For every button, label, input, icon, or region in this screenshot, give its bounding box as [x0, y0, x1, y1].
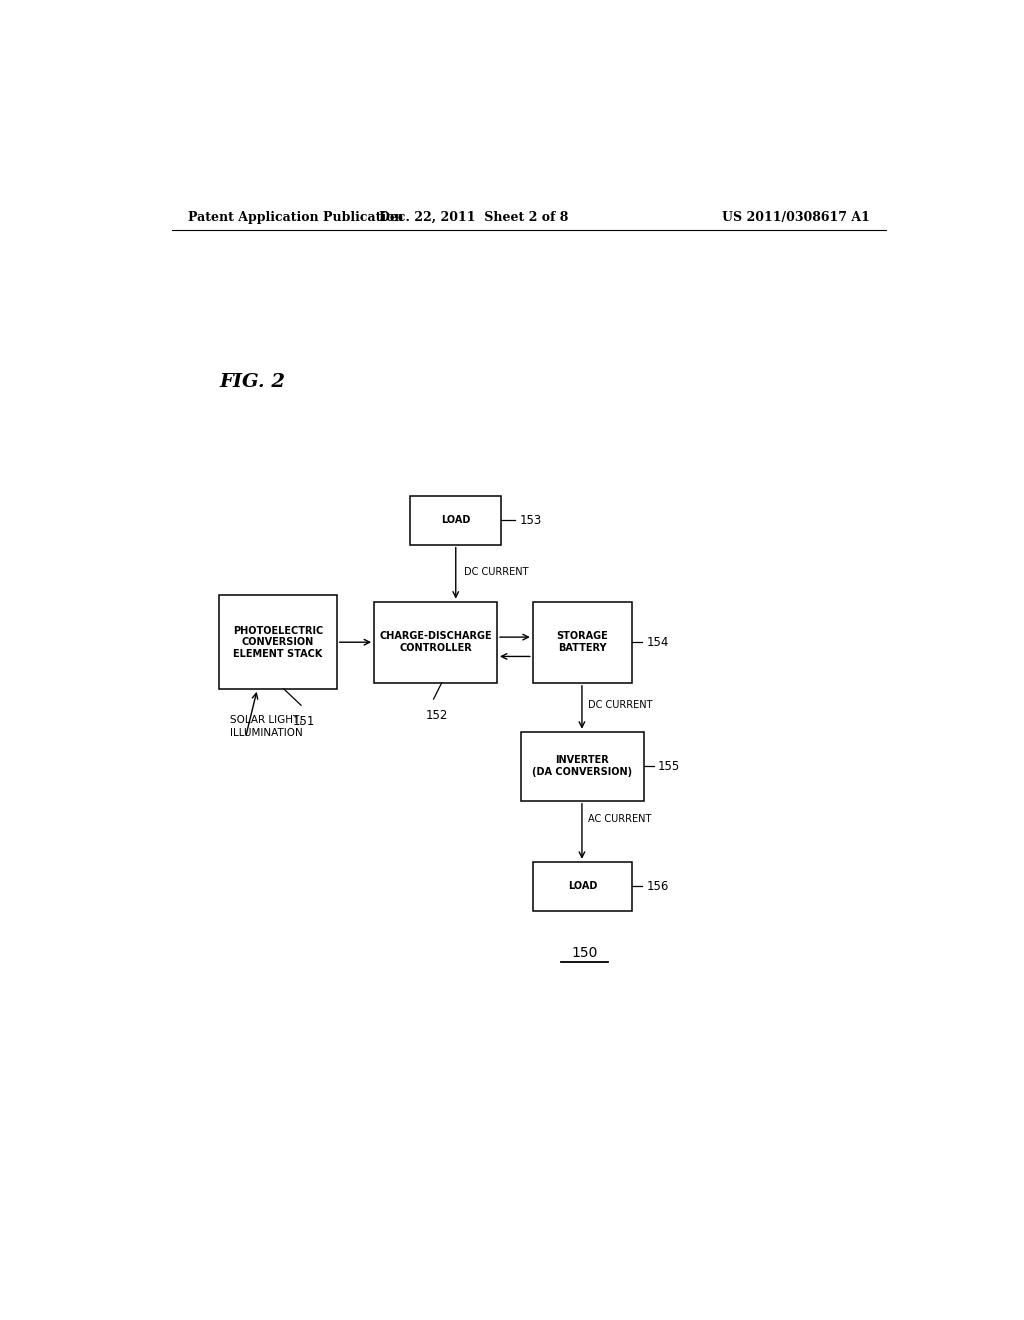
Bar	[219, 595, 337, 689]
Text: 153: 153	[519, 513, 542, 527]
Text: LOAD: LOAD	[440, 515, 470, 525]
Bar	[521, 731, 644, 801]
Text: Dec. 22, 2011  Sheet 2 of 8: Dec. 22, 2011 Sheet 2 of 8	[379, 211, 568, 224]
Bar	[410, 496, 501, 545]
Text: DC CURRENT: DC CURRENT	[588, 700, 652, 710]
Text: ILLUMINATION: ILLUMINATION	[229, 727, 302, 738]
Text: AC CURRENT: AC CURRENT	[588, 814, 651, 824]
Text: FIG. 2: FIG. 2	[219, 374, 286, 391]
Text: 151: 151	[293, 715, 315, 729]
Text: 155: 155	[658, 760, 680, 772]
Text: 150: 150	[571, 946, 598, 960]
Text: SOLAR LIGHT,: SOLAR LIGHT,	[229, 715, 302, 726]
Text: Patent Application Publication: Patent Application Publication	[187, 211, 403, 224]
Text: CHARGE-DISCHARGE
CONTROLLER: CHARGE-DISCHARGE CONTROLLER	[379, 631, 492, 653]
Text: 154: 154	[646, 636, 669, 648]
Text: INVERTER
(DA CONVERSION): INVERTER (DA CONVERSION)	[532, 755, 633, 777]
Text: PHOTOELECTRIC
CONVERSION
ELEMENT STACK: PHOTOELECTRIC CONVERSION ELEMENT STACK	[232, 626, 324, 659]
Bar	[374, 602, 497, 682]
Text: STORAGE
BATTERY: STORAGE BATTERY	[556, 631, 608, 653]
Bar	[532, 862, 632, 911]
Text: US 2011/0308617 A1: US 2011/0308617 A1	[722, 211, 870, 224]
Bar	[532, 602, 632, 682]
Text: 152: 152	[426, 709, 447, 722]
Text: LOAD: LOAD	[567, 882, 597, 891]
Text: 156: 156	[646, 879, 669, 892]
Text: DC CURRENT: DC CURRENT	[464, 568, 528, 577]
